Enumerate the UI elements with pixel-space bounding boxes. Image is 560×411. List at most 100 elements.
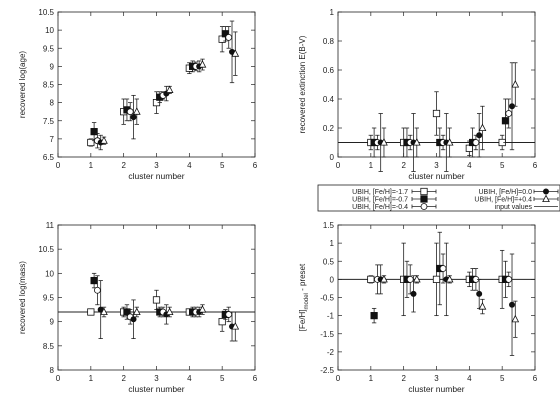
y-tick-label: 10.5 xyxy=(38,8,54,17)
data-point xyxy=(87,138,95,147)
data-point xyxy=(165,307,174,316)
data-point xyxy=(231,49,240,57)
chart-panel-feh: 0 1 2 3 4 5 6 -2.5 -2 -1.5 -1 -0.5 0 0.5 1 1.5 cluster n… xyxy=(298,221,538,394)
data-point xyxy=(367,275,375,283)
data-point xyxy=(432,109,441,118)
x-tick-label: 0 xyxy=(336,374,341,383)
chart-panel-mass: 0 1 2 3 4 5 6 8 8.5 9 9.5 10 10.5 11 cluster number rec… xyxy=(18,221,258,394)
legend-entry: UBIH, [Fe/H]=-0.4 xyxy=(352,203,437,211)
x-tick-label: 2 xyxy=(401,374,406,383)
x-axis-label: cluster number xyxy=(128,384,184,394)
x-tick-label: 5 xyxy=(220,161,225,170)
x-tick-label: 5 xyxy=(500,374,505,383)
data-point xyxy=(478,123,487,132)
y-tick-label: 0.4 xyxy=(323,95,335,104)
y-tick-label: 8.5 xyxy=(43,81,55,90)
x-tick-label: 1 xyxy=(89,161,94,170)
data-point xyxy=(412,138,421,146)
x-tick-label: 0 xyxy=(336,161,341,170)
series-open-circle xyxy=(373,98,513,151)
y-tick-label: 0.2 xyxy=(323,124,335,133)
data-point xyxy=(476,290,483,297)
y-tick-label: 9.5 xyxy=(43,294,55,303)
y-tick-label: 0.5 xyxy=(323,257,335,266)
legend-label: UBIH, [Fe/H]=+0.4 xyxy=(474,197,532,204)
data-point xyxy=(380,138,388,146)
y-tick-label: 1 xyxy=(330,8,335,17)
y-axis-label: recovered log(age) xyxy=(18,51,27,118)
legend-entry: UBIH, [Fe/H]=0.0 xyxy=(479,188,559,196)
series-filled-circle xyxy=(97,280,236,342)
x-tick-label: 6 xyxy=(253,161,258,170)
y-tick-label: 9 xyxy=(50,62,55,71)
x-tick-label: 5 xyxy=(500,161,505,170)
legend-marker xyxy=(542,194,550,203)
y-tick-label: 10 xyxy=(45,26,54,35)
data-point xyxy=(94,286,101,294)
legend-label: UBIH, [Fe/H]=0.0 xyxy=(479,189,533,196)
data-point xyxy=(472,139,480,146)
data-point xyxy=(501,117,510,125)
series-open-square xyxy=(87,26,226,147)
y-tick-label: 6.5 xyxy=(43,153,55,162)
x-tick-label: 6 xyxy=(533,374,538,383)
data-point xyxy=(132,107,141,115)
y-tick-label: 11 xyxy=(46,221,55,230)
data-point xyxy=(132,307,141,316)
legend-box xyxy=(317,184,560,212)
y-tick-label: 1 xyxy=(330,239,335,248)
data-point xyxy=(406,275,414,283)
data-point xyxy=(505,110,513,117)
legend-marker xyxy=(420,195,428,203)
legend-label: UBIH, [Fe/H]=-0.4 xyxy=(352,204,408,211)
chart-panel-age: 0 1 2 3 4 5 6 6.5 7 7.5 8 8.5 9 9.5 10 10.5 cluster numb… xyxy=(18,8,258,181)
data-point xyxy=(432,275,441,283)
legend-marker xyxy=(543,188,550,195)
legend-marker xyxy=(420,203,428,210)
series-open-circle xyxy=(94,26,233,149)
data-point xyxy=(445,138,454,146)
data-point xyxy=(90,128,98,136)
x-tick-label: 1 xyxy=(89,374,94,383)
y-axis-label: recovered extinction E(B-V) xyxy=(298,35,307,133)
series-open-circle xyxy=(94,275,233,325)
y-tick-label: 9.5 xyxy=(43,44,55,53)
data-point xyxy=(410,290,417,297)
y-tick-label: 7 xyxy=(50,135,55,144)
series-open-square xyxy=(367,91,506,158)
data-point xyxy=(511,80,520,88)
x-tick-label: 4 xyxy=(187,161,192,170)
legend-label: input values xyxy=(495,204,533,211)
y-tick-label: 1.5 xyxy=(323,221,335,230)
x-tick-label: 0 xyxy=(56,161,61,170)
data-point xyxy=(218,318,226,326)
data-point xyxy=(87,308,95,316)
data-point xyxy=(380,274,388,283)
y-tick-label: 9 xyxy=(50,318,55,327)
x-tick-label: 4 xyxy=(467,161,472,170)
data-point xyxy=(126,108,134,116)
x-tick-label: 2 xyxy=(121,374,126,383)
data-point xyxy=(476,132,483,139)
data-point xyxy=(505,275,513,283)
series-filled-circle xyxy=(377,62,516,172)
series-open-triangle xyxy=(380,62,520,158)
data-point xyxy=(130,316,137,323)
x-tick-label: 6 xyxy=(533,161,538,170)
y-tick-label: 8.5 xyxy=(43,342,55,351)
data-point xyxy=(445,274,454,283)
legend-entry: input values xyxy=(495,204,558,211)
data-point xyxy=(225,33,233,41)
x-tick-label: 4 xyxy=(467,374,472,383)
series-filled-circle xyxy=(377,242,516,356)
y-tick-label: 0 xyxy=(330,153,335,162)
x-axis-label: cluster number xyxy=(408,171,464,181)
x-tick-label: 2 xyxy=(121,161,126,170)
series-open-circle xyxy=(373,253,513,295)
x-tick-label: 4 xyxy=(187,374,192,383)
data-point xyxy=(439,265,447,272)
data-point xyxy=(198,60,207,68)
y-axis-label: [Fe/H]model - preset xyxy=(298,263,310,331)
y-axis-label: recovered log(mass) xyxy=(18,261,27,334)
